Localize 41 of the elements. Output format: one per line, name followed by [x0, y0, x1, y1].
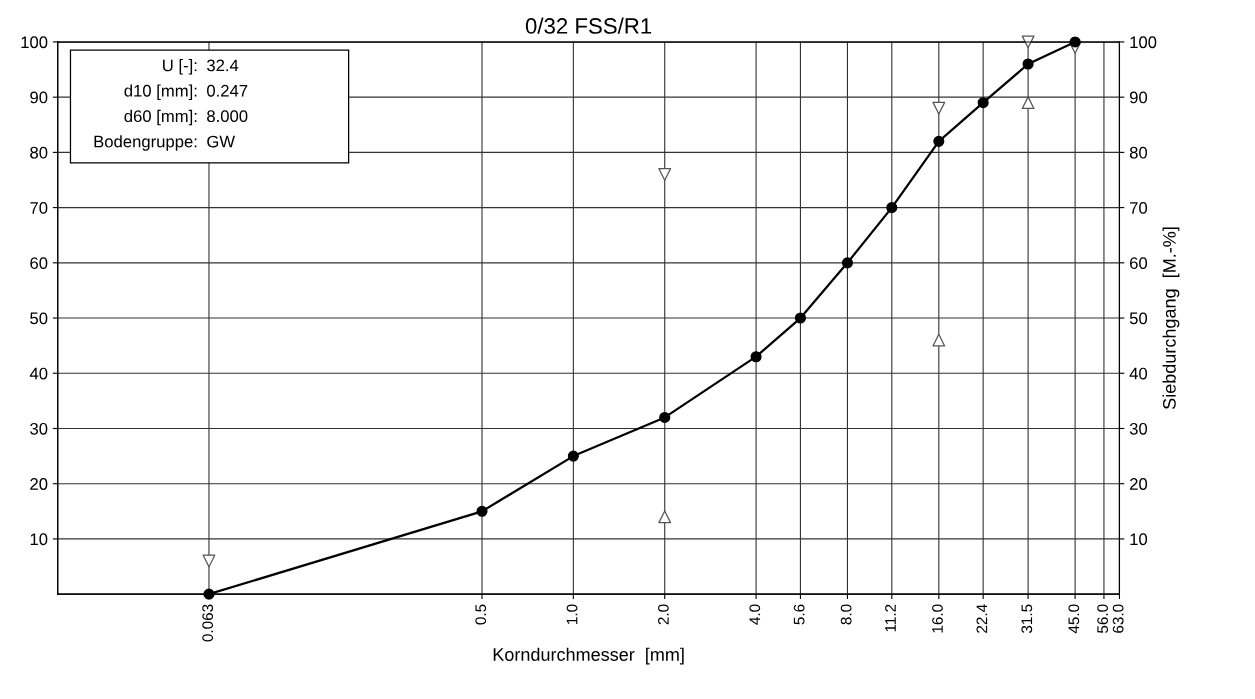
y2-tick-label: 80: [1129, 146, 1148, 159]
x-tick-label: 0.5: [475, 604, 487, 625]
y-tick-label: 100: [21, 36, 48, 49]
y-tick-label: 60: [30, 257, 48, 270]
y-tick-label: 80: [30, 146, 48, 159]
y2-tick-label: 20: [1130, 478, 1148, 490]
x-tick-label: 0.063: [202, 604, 214, 642]
y2-axis-title: Siebdurchgang [M.-%]: [1162, 227, 1180, 410]
x-tick-label: 63.0: [1112, 604, 1124, 633]
x-tick-label: 16.0: [932, 604, 943, 633]
y-tick-label: 30: [30, 422, 48, 435]
y-tick-label: 90: [30, 91, 48, 104]
x-tick-label: 4.0: [749, 604, 761, 625]
y-tick-label: 50: [30, 312, 48, 325]
annotation: Bodengruppe: GW: [94, 135, 236, 151]
x-axis-title: Korndurchmesser [mm]: [493, 647, 684, 665]
y-tick-label: 20: [30, 478, 48, 490]
annotation: U [-]: 32.4: [163, 59, 239, 75]
annotation: d60 [mm]: 8.000: [124, 109, 248, 126]
y2-tick-label: 10: [1130, 533, 1148, 546]
x-tick-label: 1.0: [566, 604, 578, 624]
x-tick-label: 56.0: [1097, 604, 1109, 633]
x-tick-label: 5.6: [793, 604, 805, 625]
x-tick-label: 31.5: [1021, 604, 1033, 634]
y2-tick-label: 60: [1130, 257, 1148, 270]
annotation: d10 [mm]: 0.247: [124, 84, 248, 100]
y2-tick-label: 50: [1129, 312, 1148, 325]
chart-title: 0/32 FSS/R1: [525, 17, 652, 34]
y-tick-label: 40: [29, 367, 48, 380]
x-tick-label: 11.2: [885, 604, 896, 632]
x-tick-label: 22.4: [976, 604, 988, 633]
x-tick-label: 2.0: [658, 604, 669, 625]
x-tick-label: 45.0: [1068, 604, 1080, 634]
y-tick-label: 70: [30, 202, 48, 214]
y2-tick-label: 70: [1130, 202, 1148, 214]
y2-tick-label: 30: [1129, 422, 1148, 435]
y2-tick-label: 40: [1129, 367, 1148, 380]
x-tick-label: 8.0: [840, 604, 852, 625]
y2-tick-label: 90: [1129, 91, 1148, 104]
y2-tick-label: 100: [1130, 36, 1157, 49]
y-tick-label: 10: [30, 533, 48, 546]
